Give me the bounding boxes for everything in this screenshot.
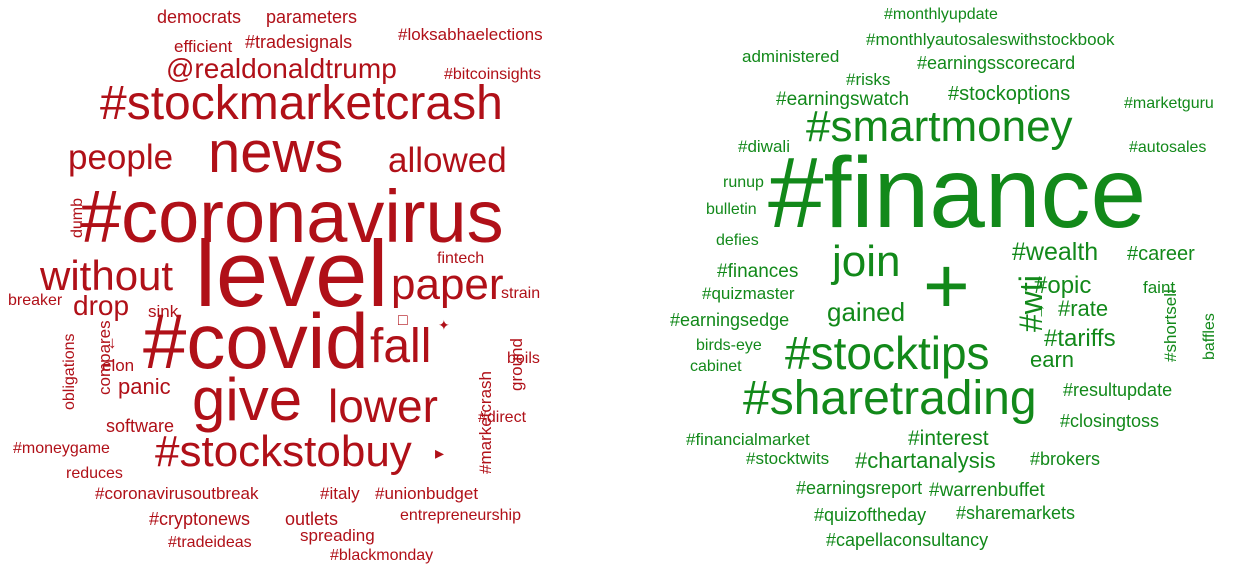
green-cloud-word: #rate [1058,296,1109,321]
red-cloud-word: without [40,252,174,299]
green-cloud-word: #capellaconsultancy [826,530,989,550]
red-cloud-word: elon [102,356,135,375]
red-cloud-word: ↓ [108,333,117,352]
green-cloud-word: #finance [768,137,1147,249]
green-cloud-word: #monthlyautosaleswithstockbook [866,30,1115,49]
red-cloud-word: ✦ [438,317,450,333]
red-cloud-word: #moneygame [13,440,110,457]
green-cloud-word: #diwali [738,137,790,156]
red-cloud-word: ▸ [435,443,445,463]
green-cloud-word: faint [1143,278,1176,297]
red-cloud-word: fintech [437,250,485,267]
green-cloud-word: earn [1030,347,1075,372]
green-cloud-word: ↑ [1037,300,1046,320]
green-cloud-word: #sharemarkets [956,503,1076,523]
green-cloud-word: #opic [1034,272,1092,299]
red-cloud-word: parameters [266,7,358,27]
red-cloud-word: allowed [388,141,507,180]
green-cloud-word: + [923,241,970,330]
green-cloud-word: #wealth [1012,238,1099,266]
red-cloud-word: #stockmarketcrash [100,77,503,130]
green-cloud-word: gained [827,297,906,327]
green-cloud-word: #earningsreport [796,478,923,498]
red-cloud-word: #italy [320,484,360,503]
red-cloud-word: panic [118,374,171,399]
red-cloud-word: breaker [8,292,63,309]
red-cloud-word: outlets [285,509,339,529]
red-cloud-word: #bitcoinsights [444,66,541,83]
green-cloud-word: #earningswatch [776,89,910,110]
green-cloud-word: #quizoftheday [814,505,927,525]
green-cloud-word: administered [742,47,840,66]
red-cloud-word: #stockstobuy [155,427,412,476]
green-cloud-word: bulletin [706,201,757,218]
green-cloud-word: #brokers [1030,449,1101,469]
green-cloud-word: #chartanalysis [855,448,996,473]
green-cloud-word: #earningsedge [670,310,790,330]
red-cloud-word: #blackmonday [330,547,434,564]
red-cloud-word: lower [328,380,438,432]
green-cloud-word: #marketguru [1124,95,1214,112]
red-cloud-word: people [68,138,174,177]
green-cloud-word: #interest [908,427,989,450]
red-cloud-word: democrats [157,7,242,27]
green-cloud-word: #career [1127,243,1195,265]
green-cloud-word: join [832,237,901,286]
red-cloud-word: #unionbudget [375,484,479,503]
green-cloud-word: #sharetrading [743,372,1037,425]
green-cloud-word: birds-eye [696,337,762,354]
green-cloud-word: #autosales [1129,139,1207,156]
green-cloud-word: #financialmarket [686,430,810,449]
red-cloud-word: paper [391,260,504,309]
red-cloud-word: □ [398,312,408,329]
red-cloud-word: #coronavirus [80,175,504,258]
red-cloud-word: level [195,221,389,326]
red-cloud-word: give [192,366,303,433]
red-cloud-word: software [106,416,175,436]
red-cloud-word: #direct [478,409,527,426]
green-cloud-word: #warrenbuffet [929,480,1045,501]
red-cloud-word: #cryptonews [149,509,251,529]
red-cloud-word: spreading [300,526,375,545]
green-cloud-word: defies [716,232,759,249]
green-cloud-word: baffles [1201,313,1218,360]
red-cloud-word: #tradeideas [168,534,252,551]
word-cloud-red: democrats parameters efficient #tradesignal… [8,7,543,564]
red-cloud-word: #covid [143,297,369,385]
red-cloud-word: dumb [69,197,86,238]
green-cloud-word: #earningsscorecard [917,53,1076,73]
red-cloud-word: fall [370,320,432,373]
green-cloud-word: #risks [846,70,891,89]
red-cloud-word: #loksabhaelections [398,25,543,44]
green-cloud-word: #quizmaster [702,284,795,303]
green-cloud-word: #stocktips [785,327,990,379]
red-cloud-word: @realdonaldtrump [166,53,397,84]
green-cloud-word: #monthlyupdate [884,6,998,23]
red-cloud-word: efficient [174,37,233,56]
red-cloud-word: #coronavirusoutbreak [95,484,259,503]
red-cloud-word: news [208,120,344,185]
red-cloud-word: obligations [61,333,78,411]
word-cloud-green: #monthlyupdate #monthlyautosaleswithstock… [630,0,1260,576]
red-cloud-word: strain [501,285,541,302]
red-cloud-word: reduces [66,465,123,482]
red-cloud-word: sink [148,302,179,321]
green-cloud-word: #stockoptions [948,83,1071,105]
green-cloud-word: runup [723,174,764,191]
green-cloud-word: #shortsell [1161,289,1180,362]
red-cloud-word: boils [507,350,540,367]
green-cloud-word: cabinet [690,358,742,375]
green-cloud-word: #tariffs [1044,325,1116,352]
green-cloud-word: #stocktwits [746,449,830,468]
red-cloud-word: drop [73,290,130,321]
red-cloud-word: #tradesignals [245,32,353,52]
red-cloud-word: entrepreneurship [400,507,521,524]
green-cloud-word: #closingtoss [1060,411,1160,431]
green-cloud-word: #finances [717,261,799,282]
green-cloud-word: #resultupdate [1063,380,1173,400]
green-cloud-word: #smartmoney [806,102,1073,151]
